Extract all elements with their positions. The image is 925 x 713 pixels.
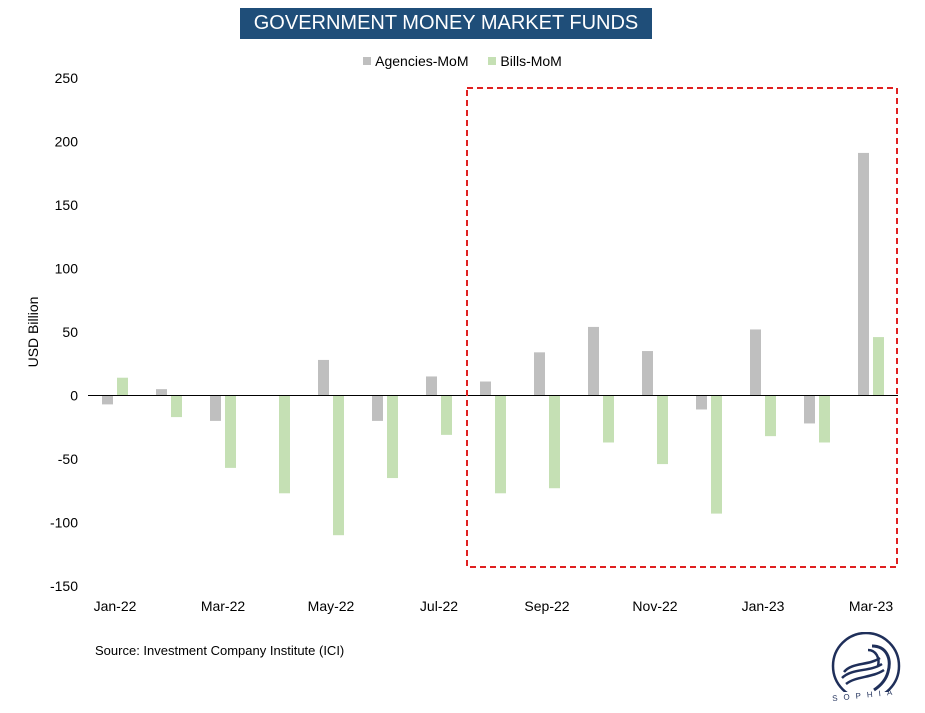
x-tick-label: Jan-23 <box>742 598 785 614</box>
legend-swatch-bills <box>488 57 497 65</box>
bar-bills <box>657 395 668 465</box>
x-tick-label: Jan-22 <box>94 598 137 614</box>
y-tick-label: 100 <box>55 261 79 277</box>
y-tick-label: 200 <box>55 134 79 150</box>
bar-agencies <box>102 395 113 405</box>
bar-agencies <box>858 152 869 396</box>
bar-bills <box>387 395 398 479</box>
bar-bills <box>711 395 722 514</box>
bar-bills <box>333 395 344 536</box>
chart-title: GOVERNMENT MONEY MARKET FUNDS <box>240 8 652 39</box>
bar-bills <box>603 395 614 443</box>
bar-bills <box>549 395 560 489</box>
legend-item-agencies: Agencies-MoM <box>363 53 469 69</box>
bar-bills <box>225 395 236 468</box>
bar-agencies <box>696 395 707 410</box>
bar-agencies <box>210 395 221 421</box>
y-tick-label: 250 <box>55 70 79 86</box>
legend-label-agencies: Agencies-MoM <box>375 53 469 69</box>
x-tick-label: May-22 <box>308 598 355 614</box>
bar-agencies <box>426 376 437 396</box>
x-tick-label: Mar-22 <box>201 598 246 614</box>
x-tick-label: Mar-23 <box>849 598 894 614</box>
sophia-logo-icon <box>831 632 901 692</box>
y-tick-label: 150 <box>55 197 79 213</box>
bar-agencies <box>318 359 329 396</box>
y-tick-label: -150 <box>50 578 78 594</box>
bar-bills <box>765 395 776 437</box>
bar-bills <box>819 395 830 443</box>
legend-label-bills: Bills-MoM <box>500 53 562 69</box>
bar-bills <box>279 395 290 494</box>
y-tick-label: 50 <box>62 324 78 340</box>
bar-agencies <box>534 352 545 396</box>
bar-agencies <box>480 381 491 396</box>
bar-bills <box>495 395 506 494</box>
legend-swatch-agencies <box>363 57 372 65</box>
legend: Agencies-MoM Bills-MoM <box>0 52 925 69</box>
y-tick-label: -100 <box>50 515 78 531</box>
highlight-box <box>466 87 898 568</box>
x-tick-label: Jul-22 <box>420 598 458 614</box>
source-note: Source: Investment Company Institute (IC… <box>95 643 345 658</box>
bar-agencies <box>750 329 761 396</box>
x-tick-label: Sep-22 <box>524 598 569 614</box>
bar-agencies <box>156 389 167 396</box>
bar-agencies <box>642 351 653 396</box>
x-tick-label: Nov-22 <box>632 598 677 614</box>
bar-agencies <box>372 395 383 421</box>
bar-bills <box>117 377 128 396</box>
bar-bills <box>441 395 452 435</box>
bar-agencies <box>588 326 599 396</box>
y-tick-label: 0 <box>70 388 78 404</box>
bar-agencies <box>804 395 815 424</box>
bar-bills <box>873 337 884 396</box>
bar-bills <box>171 395 182 418</box>
y-tick-label: -50 <box>58 451 78 467</box>
legend-item-bills: Bills-MoM <box>488 53 562 69</box>
